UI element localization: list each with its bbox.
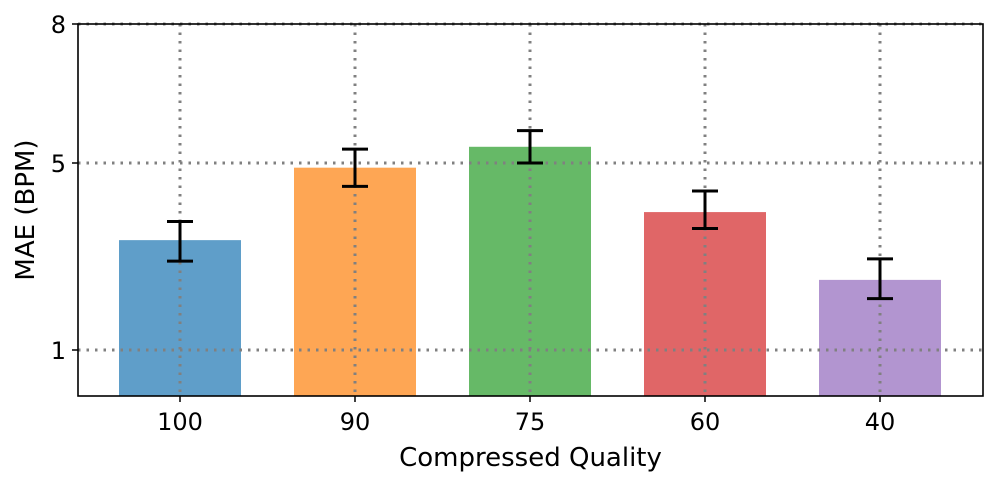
error-bar (342, 147, 368, 188)
bar (294, 167, 416, 396)
error-bar (692, 189, 718, 230)
x-tick-label: 40 (865, 408, 896, 436)
x-tick-label: 60 (690, 408, 721, 436)
tick-labels: 100 90 75 60 40 1 5 8 (51, 11, 896, 436)
x-tick-label: 75 (515, 408, 546, 436)
bars (78, 24, 983, 396)
bar (119, 240, 241, 396)
y-tick-label: 8 (51, 11, 66, 39)
error-bar (867, 257, 893, 301)
y-axis-label: MAE (BPM) (11, 139, 41, 280)
x-tick-label: 90 (340, 408, 371, 436)
x-tick-label: 100 (157, 408, 203, 436)
y-tick-label: 1 (51, 337, 66, 365)
error-bar (517, 129, 543, 165)
y-tick-label: 5 (51, 150, 66, 178)
bar (644, 212, 766, 396)
error-bar (167, 219, 193, 263)
x-axis-label: Compressed Quality (399, 443, 662, 473)
error-bars (167, 129, 893, 301)
